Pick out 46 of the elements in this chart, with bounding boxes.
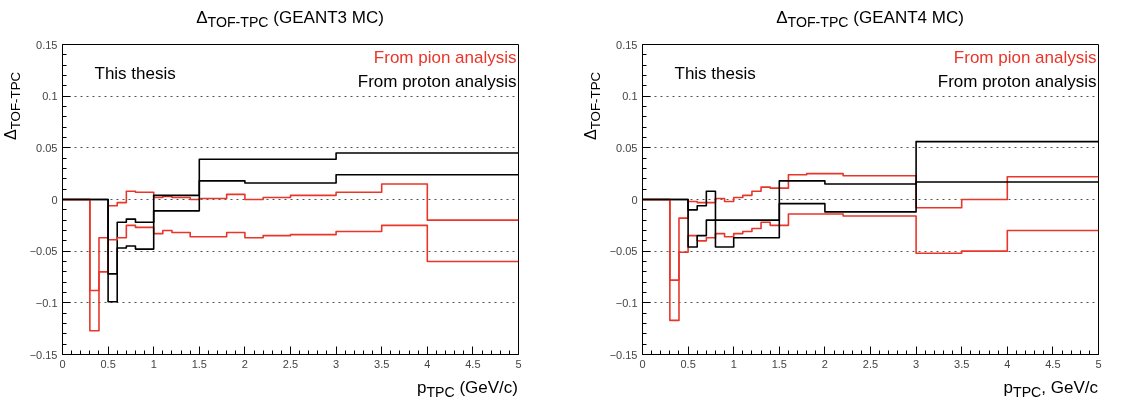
x-tick-label: 4 — [1004, 357, 1011, 370]
x-tick-label: 1.5 — [771, 357, 787, 370]
y-tick-label: 0.15 — [36, 38, 58, 51]
chart-title: Δ$_{TOF-TPC}$ (GEANT4 MC) — [775, 7, 965, 33]
y-tick-label: −0.15 — [609, 348, 638, 361]
y-tick-label: 0.1 — [622, 90, 638, 103]
text: From pion analysis — [953, 47, 1097, 67]
x-tick-label: 2 — [821, 357, 828, 370]
x-tick-label: 5 — [515, 357, 522, 370]
y-tick-label: 0.05 — [36, 141, 58, 154]
y-tick-label: 0 — [51, 193, 58, 206]
x-tick-label: 0.5 — [680, 357, 696, 370]
y-tick-label: −0.1 — [35, 296, 58, 309]
y-tick-label: 0.1 — [42, 90, 58, 103]
x-tick-label: 0 — [639, 357, 646, 370]
text: From pion analysis — [373, 47, 517, 67]
y-tick-label: 0.15 — [616, 38, 638, 51]
y-tick-label: −0.05 — [609, 245, 638, 258]
text: From proton analysis — [937, 71, 1097, 91]
x-tick-label: 0.5 — [100, 357, 116, 370]
x-axis-title: p$_{TPC}$, GeV/c — [1002, 377, 1098, 403]
y-tick-label: −0.15 — [29, 348, 58, 361]
x-tick-label: 0 — [59, 357, 66, 370]
x-axis-title: p$_{TPC}$ (GeV/c) — [415, 377, 518, 403]
x-tick-label: 4.5 — [465, 357, 481, 370]
y-tick-label: −0.05 — [29, 245, 58, 258]
x-tick-label: 4.5 — [1045, 357, 1061, 370]
x-tick-label: 1.5 — [191, 357, 207, 370]
y-tick-label: 0.05 — [616, 141, 638, 154]
x-tick-label: 3.5 — [374, 357, 390, 370]
annotation: This thesis — [94, 63, 176, 83]
x-tick-label: 1 — [730, 357, 737, 370]
x-tick-label: 2 — [241, 357, 248, 370]
x-tick-label: 2.5 — [282, 357, 299, 370]
text: From proton analysis — [357, 71, 517, 91]
y-tick-label: 0 — [631, 193, 638, 206]
x-tick-label: 3.5 — [954, 357, 970, 370]
x-tick-label: 3 — [913, 357, 920, 370]
chart-title: Δ$_{TOF-TPC}$ (GEANT3 MC) — [195, 7, 385, 33]
x-tick-label: 2.5 — [862, 357, 879, 370]
x-tick-label: 3 — [333, 357, 340, 370]
y-tick-label: −0.1 — [615, 296, 638, 309]
x-tick-label: 1 — [150, 357, 157, 370]
x-tick-label: 5 — [1095, 357, 1102, 370]
x-tick-label: 4 — [424, 357, 431, 370]
annotation: This thesis — [674, 63, 756, 83]
